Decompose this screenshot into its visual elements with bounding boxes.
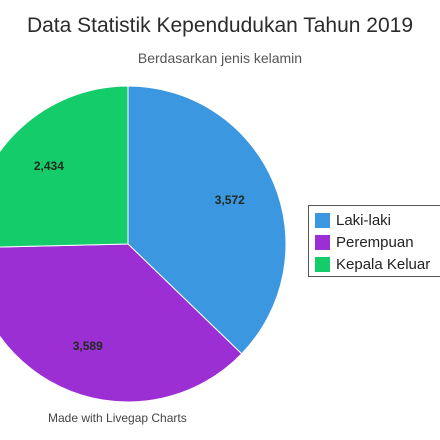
chart-subtitle: Berdasarkan jenis kelamin bbox=[137, 50, 303, 66]
legend-label-perempuan: Perempuan bbox=[336, 233, 414, 251]
pie-slice-perempuan[interactable] bbox=[0, 243, 243, 403]
legend-label-kepala-keluarga: Kepala Keluar bbox=[336, 255, 431, 273]
chart-title: Data Statistik Kependudukan Tahun 2019 bbox=[26, 14, 414, 37]
credit-text: Made with Livegap Charts bbox=[48, 411, 187, 425]
pie-slice-kepala-keluarga[interactable] bbox=[0, 85, 129, 248]
legend-label-laki-laki: Laki-laki bbox=[336, 211, 392, 229]
chart-legend: Laki-laki Perempuan Kepala Keluar bbox=[308, 205, 440, 277]
legend-item-perempuan[interactable]: Perempuan bbox=[315, 231, 440, 253]
legend-swatch-laki-laki bbox=[315, 212, 330, 228]
legend-swatch-perempuan bbox=[315, 234, 330, 250]
legend-item-laki-laki[interactable]: Laki-laki bbox=[315, 209, 440, 231]
legend-swatch-kepala-keluarga bbox=[315, 256, 330, 272]
data-label-kepala-keluarga: 2,434 bbox=[34, 159, 64, 173]
data-label-perempuan: 3,589 bbox=[73, 339, 103, 353]
data-label-laki-laki: 3,572 bbox=[215, 193, 245, 207]
legend-item-kepala-keluarga[interactable]: Kepala Keluar bbox=[315, 253, 440, 275]
pie-slice-laki-laki[interactable] bbox=[127, 85, 287, 355]
